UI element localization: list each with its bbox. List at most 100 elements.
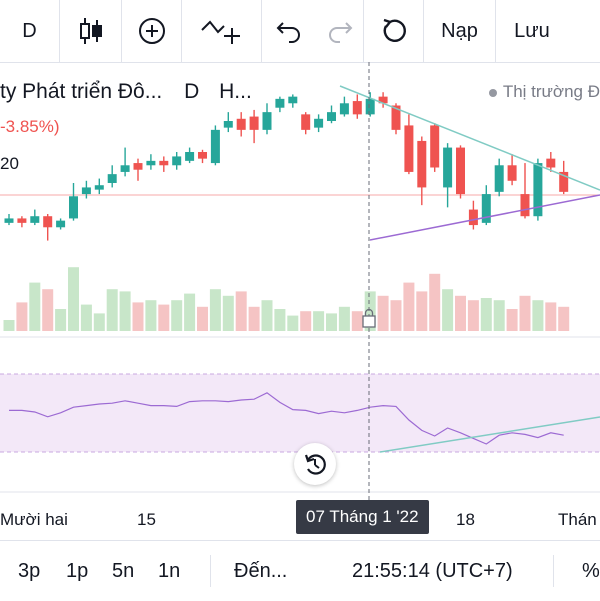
volume-bar <box>209 289 221 331</box>
candle-body <box>327 112 336 121</box>
candle-body <box>352 101 362 115</box>
volume-bar <box>519 295 531 331</box>
volume-bar <box>467 300 479 331</box>
volume-bar <box>455 295 466 331</box>
candle-body <box>210 129 220 164</box>
percent-toggle[interactable]: % <box>582 559 600 582</box>
candle-body <box>185 152 195 161</box>
volume-bar <box>442 289 454 331</box>
volume-bar <box>338 306 350 331</box>
range-5n[interactable]: 5n <box>112 559 135 582</box>
chart-canvas[interactable] <box>0 62 600 540</box>
candle-body <box>339 103 349 115</box>
candle-body <box>69 196 78 219</box>
candle-body <box>43 216 53 228</box>
volume-bar <box>261 300 273 331</box>
volume-bar <box>390 300 402 331</box>
candle-body <box>146 160 156 166</box>
volume-bar <box>377 295 389 331</box>
indicator-add-icon <box>200 20 240 44</box>
volume-bar <box>545 302 557 331</box>
reset-chart-button[interactable] <box>294 443 336 485</box>
candle-body <box>133 163 143 170</box>
volume-bar <box>80 304 92 331</box>
candle-body <box>198 152 207 159</box>
volume-bar <box>248 306 260 331</box>
candle-body <box>365 98 375 115</box>
symbol-title[interactable]: ty Phát triển Đô... <box>0 80 163 103</box>
chart-type-button[interactable] <box>60 0 122 62</box>
candle-body <box>507 165 517 181</box>
candle-body <box>546 158 556 168</box>
volume-bar <box>29 282 41 331</box>
bottom-toolbar: 3p 1p 5n 1n Đến... 21:55:14 (UTC+7) % <box>0 540 600 601</box>
rsi-trendline <box>379 416 600 453</box>
volume-bar <box>300 311 312 331</box>
range-3p[interactable]: 3p <box>18 559 41 582</box>
reload-button[interactable] <box>364 0 424 62</box>
range-1p[interactable]: 1p <box>66 559 89 582</box>
volume-bar <box>132 302 144 331</box>
add-symbol-button[interactable] <box>122 0 182 62</box>
volume-bar <box>158 304 170 331</box>
candle-body <box>494 165 504 192</box>
reload-icon <box>383 18 406 42</box>
redo-button[interactable] <box>316 0 364 62</box>
volume-bar <box>403 282 415 331</box>
clock-timezone[interactable]: 21:55:14 (UTC+7) <box>352 559 513 582</box>
volume-bar <box>480 298 492 331</box>
save-label: Lưu <box>514 19 550 42</box>
volume-bar <box>68 267 79 331</box>
trendline-lower <box>369 194 600 241</box>
candle-body <box>56 220 66 228</box>
volume-bar <box>364 291 376 331</box>
volume-bar <box>171 300 183 331</box>
candle-body <box>391 105 401 130</box>
range-1n[interactable]: 1n <box>158 559 181 582</box>
volume-bar <box>184 293 196 331</box>
volume-bar <box>93 313 105 331</box>
candle-body <box>520 194 530 217</box>
load-button[interactable]: Nạp <box>424 0 496 62</box>
volume-bar <box>287 315 299 331</box>
candle-body <box>17 218 27 223</box>
volume-bar <box>42 289 54 331</box>
candles-icon <box>79 18 102 44</box>
volume-bar <box>313 311 325 331</box>
candle-body <box>172 156 182 166</box>
candle-body <box>378 96 388 104</box>
legend-row[interactable]: ty Phát triển Đô... D H... <box>0 80 252 104</box>
volume-bar <box>222 295 234 331</box>
goto-date-button[interactable]: Đến... <box>234 559 288 582</box>
indicators-button[interactable] <box>182 0 262 62</box>
candle-body <box>430 125 440 168</box>
volume-bar <box>429 273 441 331</box>
save-button[interactable]: Lưu <box>496 0 568 62</box>
volume-bar <box>197 306 208 331</box>
volume-bar <box>416 291 428 331</box>
legend-exchange: H... <box>219 80 252 103</box>
x-tick-label: 15 <box>137 510 156 529</box>
candle-body <box>159 160 169 166</box>
plus-circle-icon <box>138 18 165 44</box>
legend-interval: D <box>184 80 200 103</box>
volume-bar <box>506 309 518 331</box>
volume-bar <box>55 309 67 331</box>
reset-icon <box>304 454 326 475</box>
candle-body <box>236 118 246 130</box>
volume-bar <box>274 309 286 331</box>
separator <box>553 555 554 587</box>
interval-button[interactable]: D <box>0 0 60 62</box>
trendline-upper <box>339 85 600 191</box>
candle-body <box>107 174 117 183</box>
candle-body <box>30 216 40 223</box>
candle-body <box>481 194 491 223</box>
volume-bar <box>558 306 570 331</box>
candle-body <box>301 114 311 130</box>
chart-area[interactable] <box>0 62 600 540</box>
candle-body <box>288 96 298 104</box>
candle-body <box>456 147 465 195</box>
undo-button[interactable] <box>262 0 316 62</box>
volume-bar <box>351 311 363 331</box>
market-status[interactable]: Thị trường Đ <box>488 82 600 102</box>
